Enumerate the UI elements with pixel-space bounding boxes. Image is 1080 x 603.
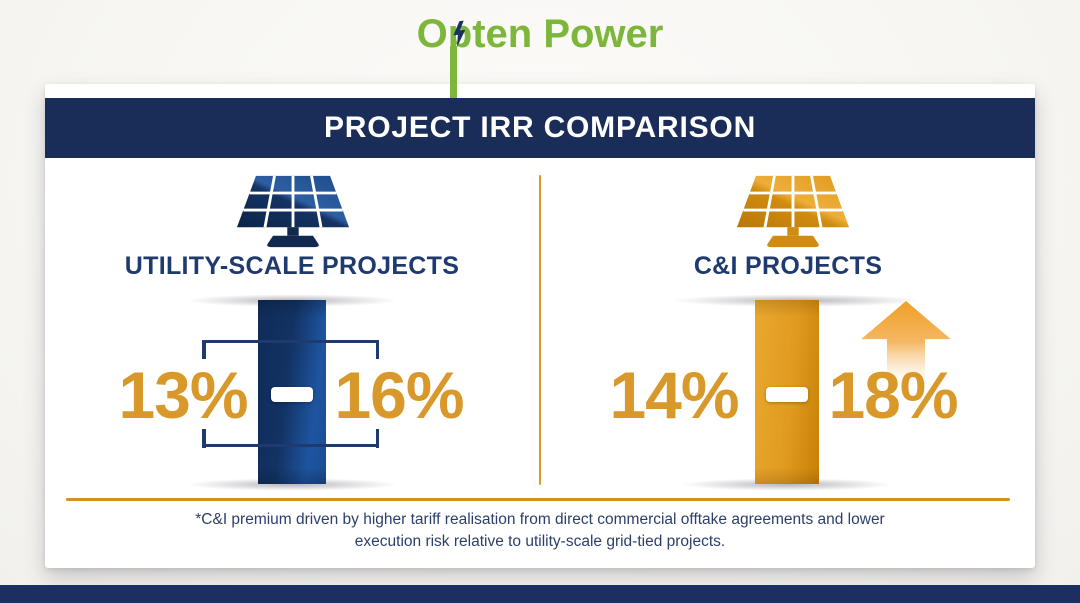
bracket-corner bbox=[375, 428, 379, 448]
range-bracket bbox=[202, 339, 379, 448]
solar-panel-icon bbox=[236, 175, 350, 248]
column-divider bbox=[539, 175, 541, 485]
brand-logo: O p ten Power bbox=[0, 12, 1080, 98]
ribbon-shadow bbox=[677, 478, 897, 491]
logo-stem bbox=[449, 46, 457, 98]
lightning-bolt-icon bbox=[453, 20, 466, 48]
solar-panel-icon bbox=[736, 175, 850, 248]
footnote-line-1: *C&I premium driven by higher tariff rea… bbox=[195, 511, 885, 528]
logo-word-rest: ten bbox=[472, 12, 533, 56]
range-dash bbox=[766, 387, 808, 402]
footnote-line-2: execution risk relative to utility-scale… bbox=[354, 533, 726, 551]
column-label-utility: UTILITY-SCALE PROJECTS bbox=[124, 252, 460, 280]
irr-min-cni: 14% bbox=[609, 358, 739, 432]
ribbon-shadow bbox=[182, 478, 402, 491]
bottom-accent-bar bbox=[0, 585, 1080, 603]
up-arrow-icon bbox=[861, 301, 951, 383]
bracket-corner bbox=[202, 428, 206, 448]
range-dash bbox=[271, 387, 313, 402]
logo-second-word: Power bbox=[532, 12, 664, 56]
comparison-card: PROJECT IRR COMPARISON bbox=[45, 84, 1035, 568]
footnote-divider bbox=[66, 498, 1010, 501]
bracket-corner bbox=[202, 339, 206, 359]
page-title: PROJECT IRR COMPARISON bbox=[323, 111, 757, 144]
column-label-cni: C&I PROJECTS bbox=[693, 252, 883, 280]
footnote: *C&I premium driven by higher tariff rea… bbox=[90, 509, 990, 554]
logo-bolt-letter: p bbox=[448, 12, 472, 98]
irr-max-cni: 18% bbox=[828, 358, 958, 432]
logo-first-letter: O bbox=[416, 12, 448, 56]
irr-max-utility: 16% bbox=[334, 358, 464, 432]
bracket-corner bbox=[375, 339, 379, 359]
title-bar: PROJECT IRR COMPARISON bbox=[45, 98, 1035, 158]
irr-min-utility: 13% bbox=[118, 358, 248, 432]
